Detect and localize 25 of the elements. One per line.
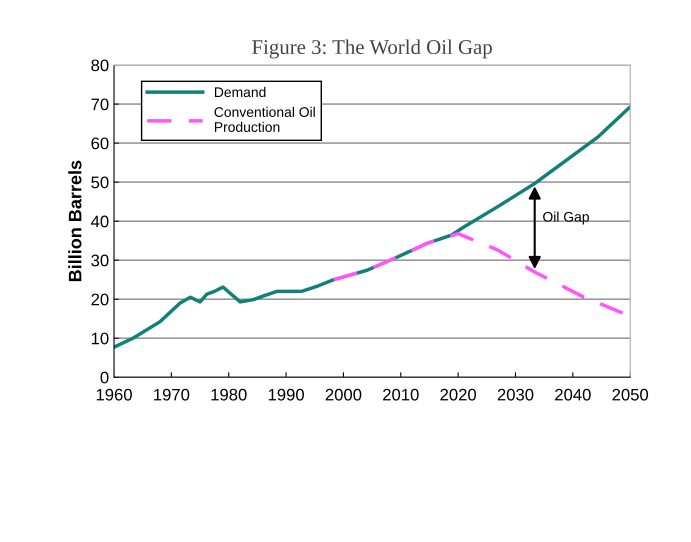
annotation: Oil Gap (543, 212, 589, 224)
y-tick-label: 60 (91, 137, 109, 150)
legend-label: Demand (214, 86, 266, 98)
x-tick-label: 1990 (268, 388, 304, 401)
x-tick-label: 2020 (440, 388, 476, 401)
y-tick-label: 10 (92, 332, 109, 344)
y-tick-label: 40 (91, 216, 109, 228)
y-tick-label: 70 (91, 98, 109, 110)
x-tick-label: 1970 (154, 388, 190, 401)
y-tick-label: 20 (91, 294, 109, 306)
x-tick-label: 2050 (612, 388, 648, 401)
y-tick-label: 0 (100, 372, 109, 384)
x-tick-label: 2040 (555, 388, 591, 401)
x-tick-label: 2000 (326, 388, 362, 401)
x-tick-label: 2010 (383, 388, 419, 401)
y-tick-label: 30 (91, 254, 109, 266)
x-tick-label: 1980 (211, 388, 247, 401)
y-tick-label: 80 (91, 59, 109, 72)
x-tick-label: 1960 (96, 388, 132, 401)
legend-label: Conventional Oil Production (214, 106, 315, 132)
x-tick-label: 2030 (498, 388, 534, 401)
chart-title: Figure 3: The World Oil Gap (252, 39, 492, 58)
y-axis-title: Billion Barrels (68, 160, 82, 282)
y-tick-label: 50 (91, 176, 109, 188)
line-series (332, 232, 626, 315)
